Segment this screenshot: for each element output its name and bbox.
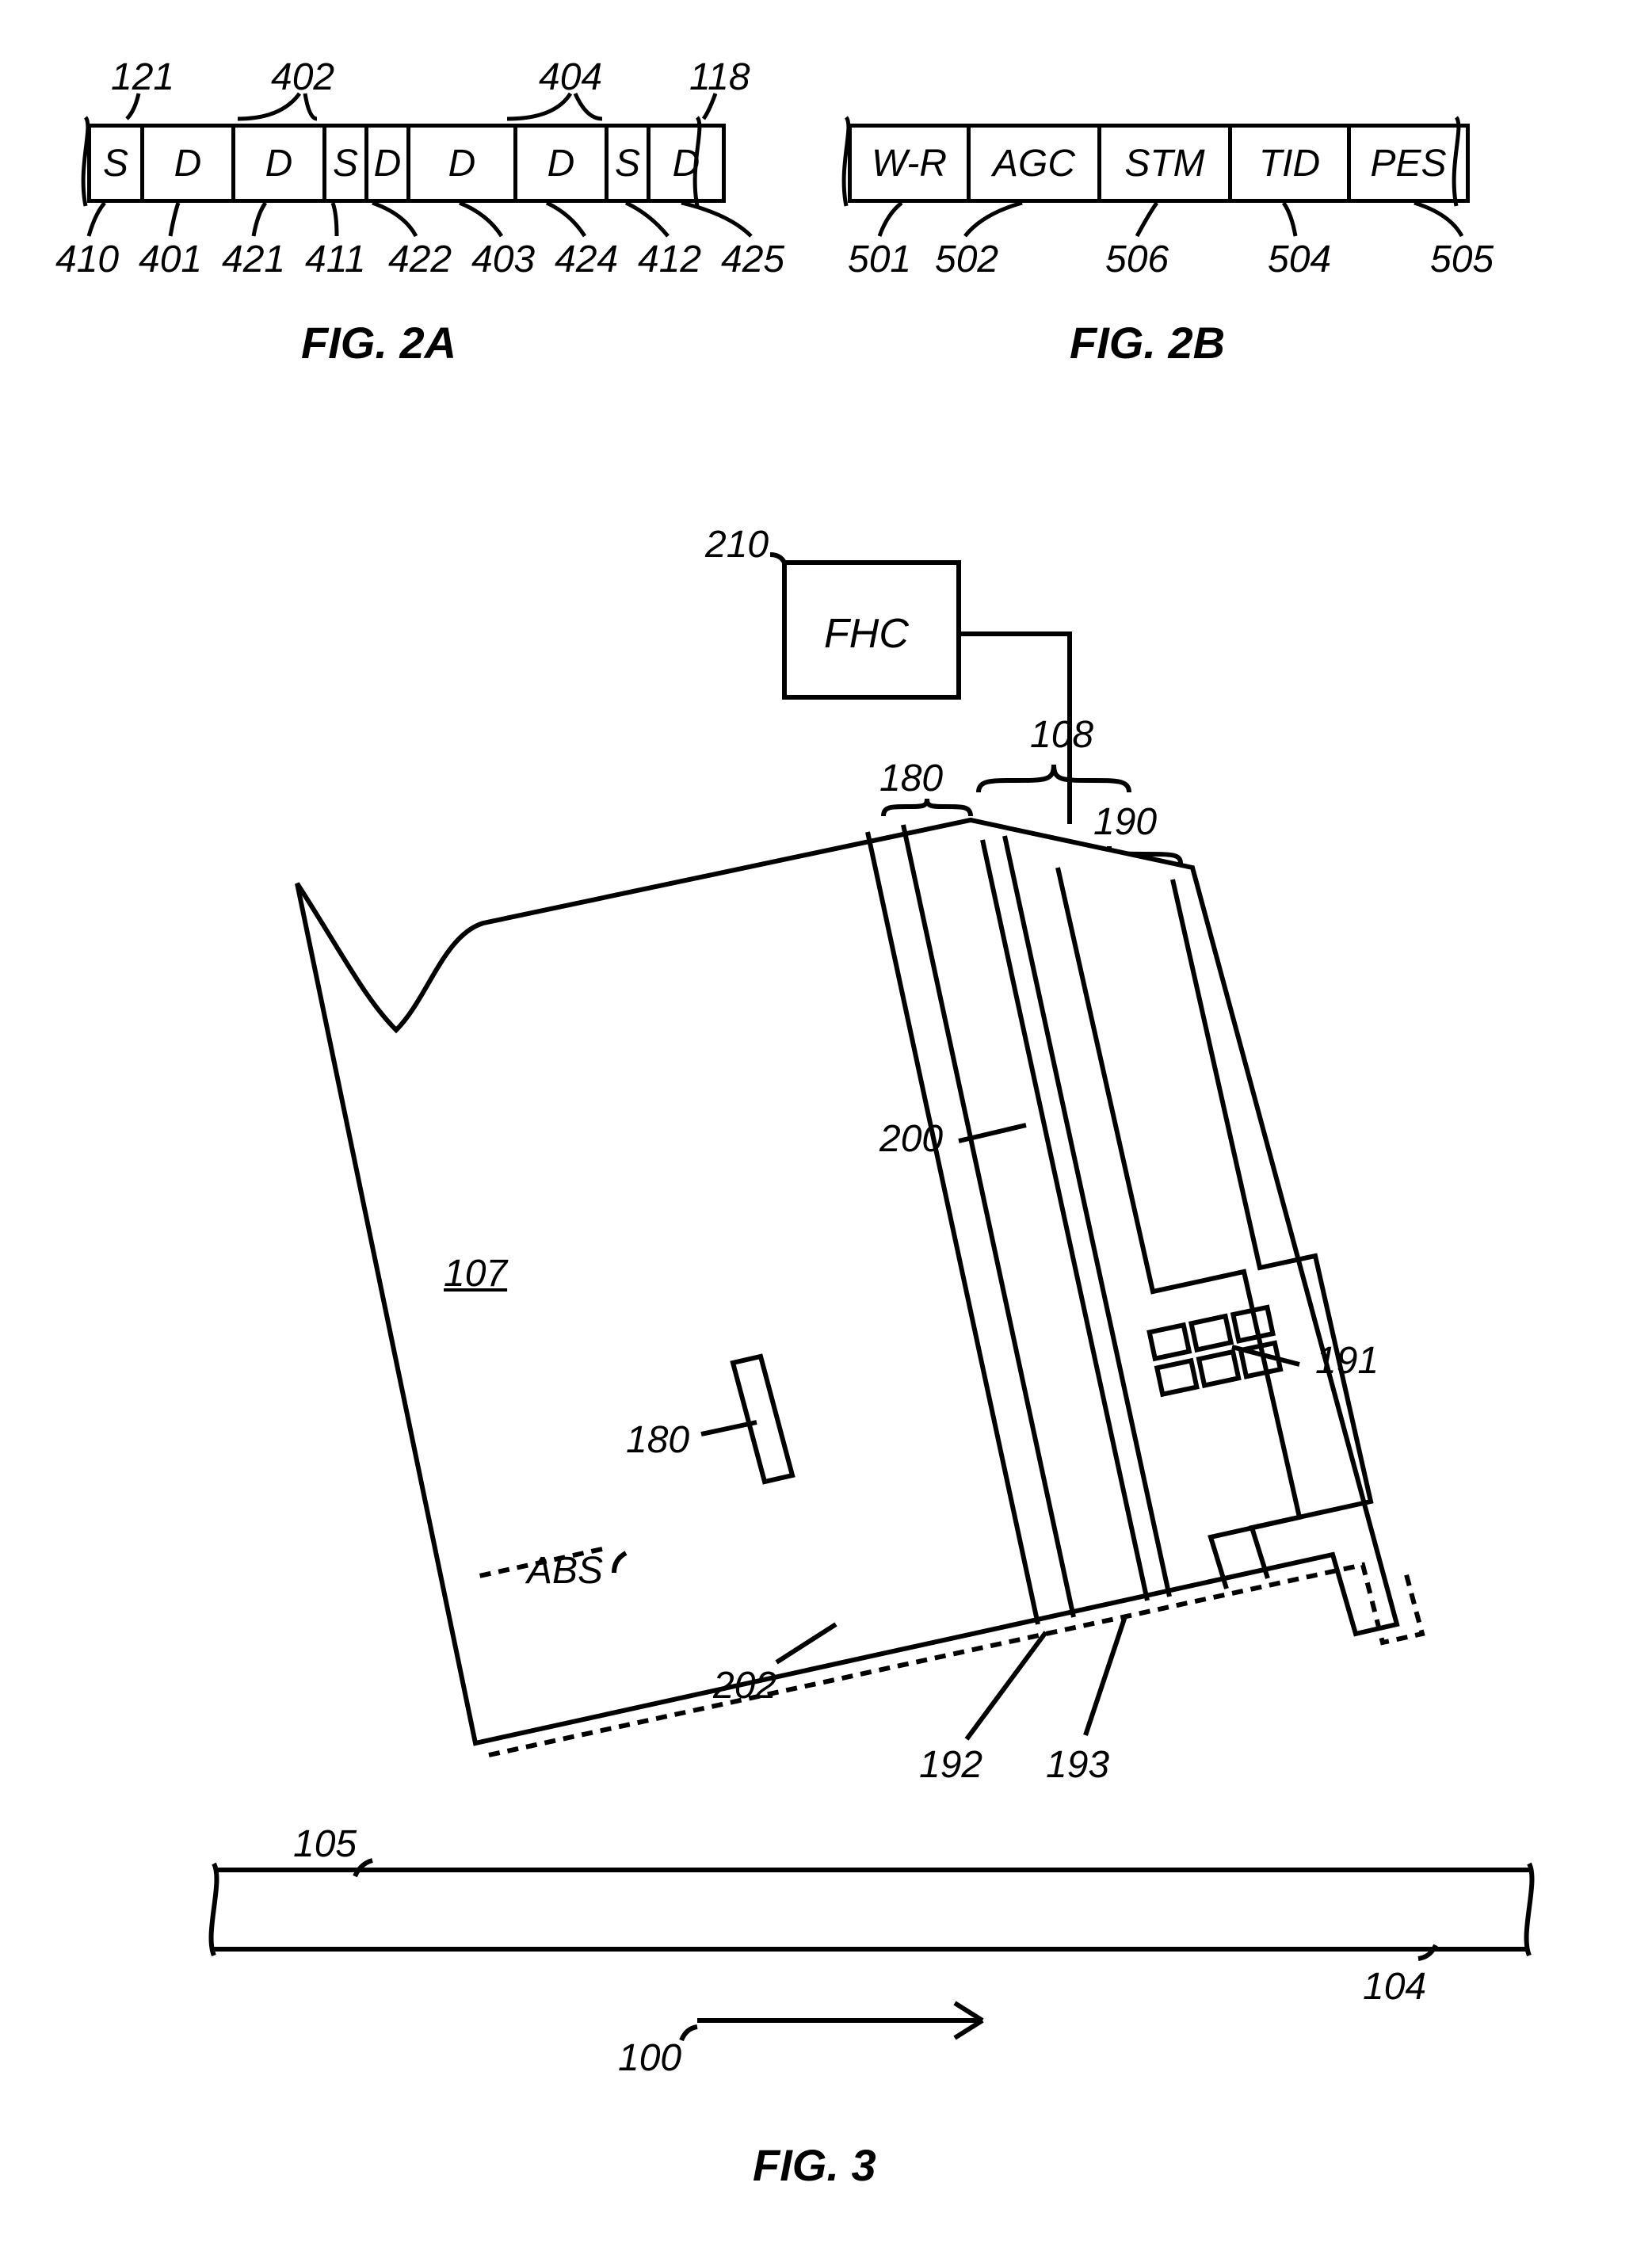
fhc-label: FHC (824, 610, 909, 658)
ref-104: 104 (1363, 1965, 1426, 2009)
ref-180-left: 180 (626, 1418, 689, 1462)
ref-193: 193 (1046, 1743, 1109, 1787)
ref-202: 202 (713, 1664, 776, 1707)
label-abs: ABS (527, 1549, 603, 1593)
ref-200: 200 (879, 1117, 943, 1161)
ref-108: 108 (1030, 713, 1093, 757)
page: S D D S D D D S D 121 402 404 118 410 40… (0, 0, 1652, 2255)
ref-190: 190 (1093, 800, 1157, 844)
ref-105: 105 (293, 1822, 357, 1866)
caption-fig3: FIG. 3 (753, 2139, 876, 2191)
ref-191: 191 (1315, 1339, 1379, 1383)
ref-107: 107 (444, 1252, 507, 1295)
ref-100: 100 (618, 2036, 681, 2080)
fig3-svg (0, 0, 1652, 2255)
ref-210: 210 (705, 523, 769, 567)
ref-180-top: 180 (879, 757, 943, 800)
ref-192: 192 (919, 1743, 982, 1787)
